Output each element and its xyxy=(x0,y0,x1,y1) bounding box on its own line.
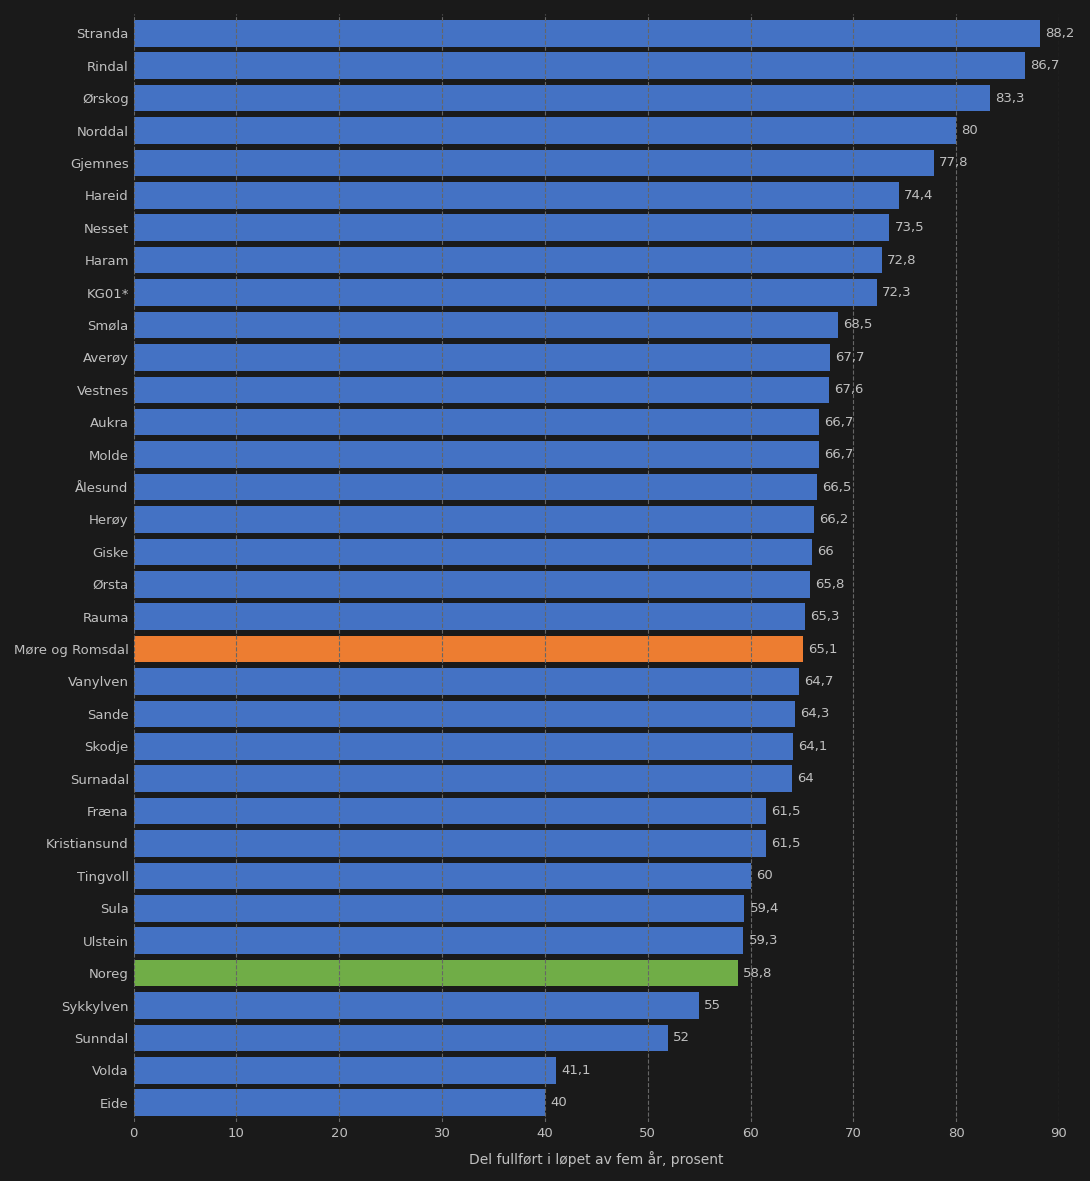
Bar xyxy=(134,1025,668,1051)
Bar xyxy=(134,279,877,306)
Text: 66: 66 xyxy=(818,546,834,559)
Bar xyxy=(134,20,1041,46)
Bar xyxy=(134,474,818,501)
Text: 67,6: 67,6 xyxy=(834,384,863,397)
Bar xyxy=(134,215,889,241)
Bar xyxy=(134,52,1025,79)
Bar xyxy=(134,1089,545,1116)
Text: 40: 40 xyxy=(550,1096,567,1109)
Text: 64,7: 64,7 xyxy=(804,676,834,689)
Text: 67,7: 67,7 xyxy=(835,351,864,364)
Text: 65,8: 65,8 xyxy=(815,578,845,590)
Bar xyxy=(134,895,744,921)
Bar xyxy=(134,700,795,727)
Text: 73,5: 73,5 xyxy=(895,221,924,234)
Bar xyxy=(134,570,810,598)
Bar xyxy=(134,765,791,792)
Text: 55: 55 xyxy=(704,999,722,1012)
Text: 52: 52 xyxy=(674,1031,690,1044)
Bar xyxy=(134,507,814,533)
Text: 74,4: 74,4 xyxy=(904,189,933,202)
Bar xyxy=(134,668,799,694)
Bar xyxy=(134,409,820,436)
Bar xyxy=(134,442,820,468)
Text: 65,3: 65,3 xyxy=(810,611,839,624)
Text: 83,3: 83,3 xyxy=(995,92,1025,105)
Text: 58,8: 58,8 xyxy=(743,966,773,979)
Text: 72,3: 72,3 xyxy=(882,286,911,299)
Text: 41,1: 41,1 xyxy=(561,1064,591,1077)
Text: 86,7: 86,7 xyxy=(1030,59,1059,72)
Bar xyxy=(134,733,792,759)
Text: 77,8: 77,8 xyxy=(938,156,968,169)
Bar xyxy=(134,1057,556,1084)
Bar xyxy=(134,992,699,1019)
Text: 66,7: 66,7 xyxy=(824,416,853,429)
Text: 60: 60 xyxy=(755,869,773,882)
Text: 72,8: 72,8 xyxy=(887,254,917,267)
Bar xyxy=(134,344,829,371)
Bar xyxy=(134,85,990,111)
Bar xyxy=(134,960,738,986)
Bar xyxy=(134,377,828,403)
Bar xyxy=(134,539,812,566)
Text: 88,2: 88,2 xyxy=(1045,27,1075,40)
Bar xyxy=(134,182,898,209)
Text: 64: 64 xyxy=(797,772,813,785)
X-axis label: Del fullført i løpet av fem år, prosent: Del fullført i løpet av fem år, prosent xyxy=(469,1151,724,1167)
Bar xyxy=(134,150,933,176)
Bar xyxy=(134,247,882,274)
Bar xyxy=(134,117,956,144)
Text: 80: 80 xyxy=(961,124,978,137)
Text: 66,5: 66,5 xyxy=(823,481,852,494)
Text: 59,3: 59,3 xyxy=(749,934,778,947)
Text: 61,5: 61,5 xyxy=(771,804,800,817)
Text: 64,1: 64,1 xyxy=(798,739,827,752)
Bar xyxy=(134,830,766,856)
Bar xyxy=(134,798,766,824)
Bar xyxy=(134,927,743,954)
Text: 66,7: 66,7 xyxy=(824,448,853,461)
Text: 66,2: 66,2 xyxy=(820,513,849,526)
Text: 59,4: 59,4 xyxy=(750,902,779,915)
Text: 65,1: 65,1 xyxy=(808,642,837,655)
Text: 64,3: 64,3 xyxy=(800,707,829,720)
Bar xyxy=(134,635,803,663)
Bar xyxy=(134,862,751,889)
Text: 68,5: 68,5 xyxy=(843,319,872,332)
Text: 61,5: 61,5 xyxy=(771,837,800,850)
Bar xyxy=(134,312,838,338)
Bar xyxy=(134,603,806,629)
